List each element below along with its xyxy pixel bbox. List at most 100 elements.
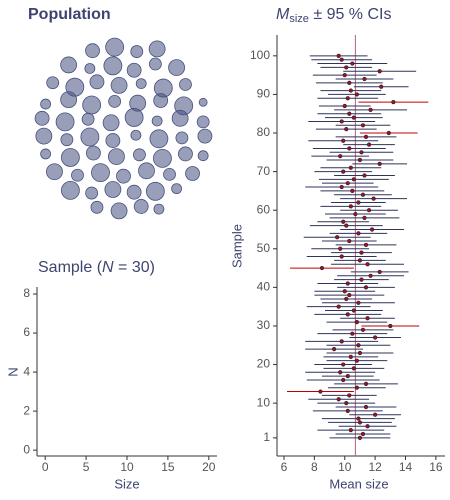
bubble — [60, 91, 78, 109]
mean-point — [369, 227, 375, 232]
title-part: M — [276, 6, 290, 23]
mean-point — [342, 73, 347, 78]
mean-point — [347, 146, 352, 151]
mean-point — [356, 200, 361, 205]
mean-point — [345, 281, 350, 286]
x-tick-label: 14 — [399, 460, 413, 474]
bubble — [163, 167, 176, 181]
bubble — [84, 63, 96, 74]
y-tick-label: 1 — [263, 430, 270, 444]
mean-point — [338, 154, 343, 159]
mean-point — [341, 377, 346, 383]
mean-point — [356, 343, 361, 348]
bubble — [40, 148, 52, 160]
bubble — [80, 127, 100, 147]
bubble — [196, 115, 210, 129]
bubble — [85, 186, 99, 200]
bubble — [133, 148, 146, 162]
mean-point — [344, 65, 349, 70]
bubble — [103, 56, 123, 76]
y-tick-label: 40 — [257, 280, 271, 294]
mean-point — [344, 401, 349, 406]
mean-point — [357, 258, 363, 263]
mean-point — [347, 393, 352, 398]
mean-point — [332, 347, 337, 352]
bubble — [46, 76, 60, 90]
mean-point — [357, 435, 363, 440]
y-tick-label: 0 — [23, 442, 30, 456]
mean-point — [373, 335, 378, 340]
y-axis-label: N — [5, 367, 20, 376]
mean-point — [335, 235, 340, 240]
bubble — [61, 148, 80, 167]
mean-point — [344, 223, 349, 228]
mean-point — [363, 134, 369, 139]
bubble — [138, 162, 155, 180]
mean-point — [339, 254, 344, 259]
y-tick-label: 4 — [23, 364, 30, 378]
mean-point — [362, 76, 367, 82]
mean-point — [350, 331, 355, 336]
title-part: N — [102, 259, 114, 276]
mean-point — [371, 196, 376, 201]
mean-point — [366, 142, 372, 147]
mean-point — [341, 362, 346, 367]
bubble — [102, 114, 120, 132]
mean-point — [356, 300, 361, 305]
bubble — [151, 115, 163, 127]
mean-point — [336, 304, 341, 309]
mean-point — [338, 246, 343, 251]
title-part: = 30) — [114, 259, 155, 276]
mean-point — [365, 262, 370, 267]
bubble — [110, 202, 128, 220]
bubble — [197, 128, 213, 144]
bubble — [82, 95, 102, 115]
mean-point — [360, 431, 366, 437]
mean-point — [344, 296, 349, 302]
bubble — [179, 78, 192, 91]
mean-point — [319, 265, 325, 271]
mean-point — [354, 319, 359, 325]
y-tick-label: 2 — [23, 403, 30, 417]
bubble — [108, 148, 125, 165]
bubble — [126, 184, 142, 200]
x-tick-label: 8 — [311, 460, 318, 474]
bubble — [60, 133, 74, 147]
bubble — [46, 163, 63, 181]
bubble — [153, 148, 172, 168]
bubble — [89, 74, 105, 90]
bubble — [198, 97, 208, 107]
mean-point — [359, 150, 364, 155]
bubble — [35, 127, 53, 145]
bubble — [149, 129, 169, 149]
bubble — [110, 76, 128, 94]
mean-point — [348, 88, 353, 93]
population-title: Population — [28, 6, 111, 23]
ci-title: Msize ± 95 % CIs — [276, 6, 391, 25]
mean-point — [379, 84, 384, 89]
bubble — [81, 112, 95, 126]
bubble — [124, 108, 144, 127]
y-tick-label: 80 — [257, 125, 271, 139]
mean-point — [351, 115, 356, 120]
mean-point — [348, 354, 353, 359]
bubble — [116, 168, 131, 184]
x-tick-label: 10 — [120, 460, 134, 474]
mean-point — [345, 374, 350, 379]
mean-point — [377, 69, 382, 74]
mean-point — [348, 204, 353, 209]
mean-point — [339, 339, 344, 344]
bubble — [175, 131, 189, 145]
mean-point — [348, 165, 353, 170]
mean-point — [351, 366, 356, 371]
y-tick-label: 60 — [257, 202, 271, 216]
mean-point — [363, 381, 369, 386]
mean-point — [341, 138, 346, 143]
mean-point — [339, 57, 344, 62]
bubble — [104, 181, 122, 198]
bubble — [171, 183, 183, 195]
mean-point — [359, 250, 364, 255]
mean-point — [356, 416, 361, 421]
mean-point — [357, 420, 363, 425]
mean-point — [354, 92, 359, 97]
